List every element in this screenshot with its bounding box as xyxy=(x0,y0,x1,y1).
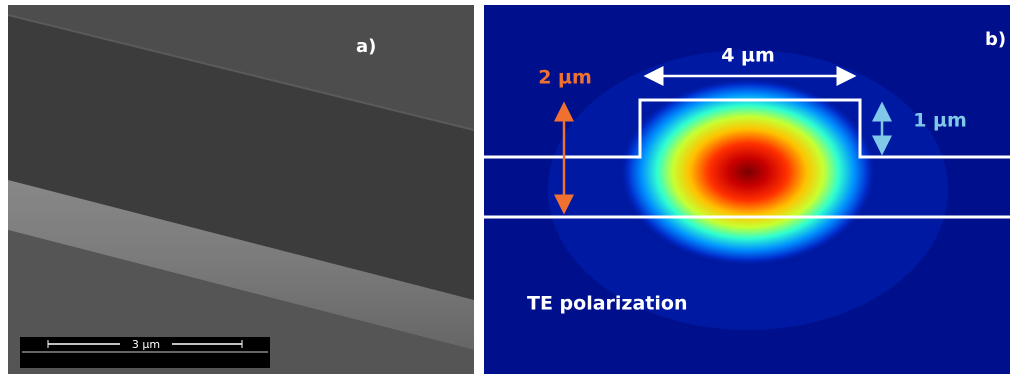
height-label: 1 µm xyxy=(913,110,967,132)
panel-label: a) xyxy=(356,36,376,57)
panel-label: b) xyxy=(985,29,1006,50)
figure: a) 3 µm b) 4 µm 2 µm 1 µm TE polarizatio… xyxy=(0,0,1010,379)
page: a) 3 µm b) 4 µm 2 µm 1 µm TE polarizatio… xyxy=(0,0,1010,379)
scale-bar-label: 3 µm xyxy=(132,338,160,351)
depth-label: 2 µm xyxy=(538,67,592,89)
width-label: 4 µm xyxy=(721,45,775,67)
polarization-label: TE polarization xyxy=(527,293,687,315)
sem-image xyxy=(8,5,474,374)
